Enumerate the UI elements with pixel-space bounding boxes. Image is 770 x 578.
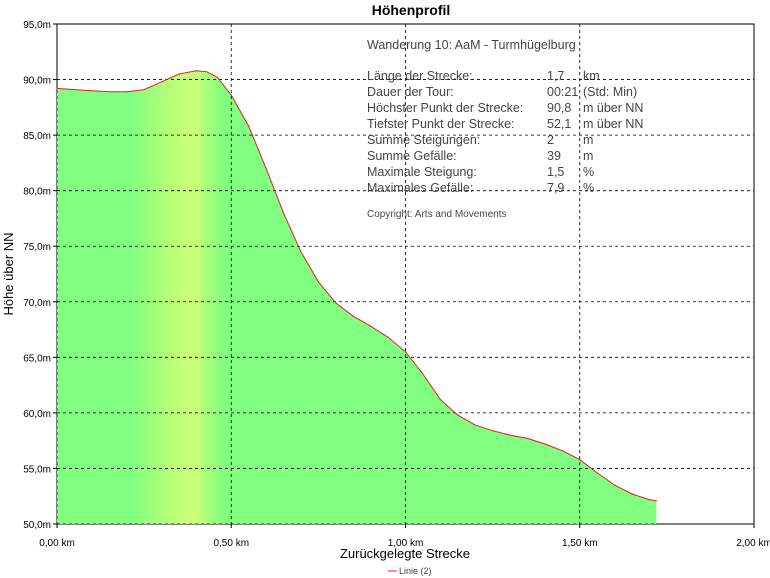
info-row: Höchster Punkt der Strecke: 90,8 m über NN [367,101,643,115]
x-tick-label: 1,50 km [562,538,598,549]
y-tick-label: 95,0m [23,20,51,31]
data-point [579,459,581,461]
data-point [248,125,250,127]
data-point [596,472,598,474]
y-tick-label: 85,0m [23,131,51,142]
data-point [300,251,302,253]
data-point [544,443,546,445]
info-row-unit: (Std: Min) [583,85,637,99]
info-row-unit: % [583,165,594,179]
data-point [282,212,285,214]
y-tick-label: 65,0m [23,353,51,364]
data-point [648,499,651,501]
info-row: Maximales Gefälle: 7,9% [367,181,594,195]
data-point [526,437,529,439]
data-point [335,302,337,304]
data-point [655,500,658,502]
info-row-label: Maximales Gefälle: [367,181,473,195]
chart-title: Höhenprofil [372,2,451,18]
series-points [56,70,658,502]
data-point [265,167,267,169]
info-row-value: 1,7 [547,69,564,83]
y-tick-label: 75,0m [23,242,51,253]
data-point [216,76,218,78]
data-point [178,73,180,75]
data-point [631,493,633,495]
data-point [56,87,58,89]
info-row-unit: m über NN [583,101,643,115]
info-row-unit: km [583,69,600,83]
x-tick-label: 0,50 km [213,538,249,549]
info-row: Tiefster Punkt der Strecke: 52,1 m über NN [367,117,643,131]
data-point [317,281,319,283]
info-row-value: 52,1 [547,117,571,131]
data-point [91,90,93,92]
x-tick-label: 0,00 km [39,538,75,549]
data-point [370,325,372,327]
info-row-unit: m [583,133,593,147]
y-axis-label: Höhe über NN [1,232,16,315]
info-row-label: Summe Steigungen: [367,133,480,147]
x-axis-ticks: 0,00 km 0,50 km 1,00 km 1,50 km 2,00 km [39,524,770,549]
data-point [161,81,163,83]
x-axis-label: Zurückgelegte Strecke [340,546,470,561]
data-point [143,89,145,91]
y-tick-label: 90,0m [23,76,51,87]
y-tick-label: 60,0m [23,409,51,420]
elevation-area [57,70,657,524]
info-box: Wanderung 10: AaM - Turmhügelburg Länge … [367,38,643,220]
y-axis-ticks: 50,0m 55,0m 60,0m 65,0m 70,0m 75,0m 80,0m 85,0m… [23,20,57,531]
legend: Linie (2) [388,566,432,576]
y-tick-label: 70,0m [23,298,51,309]
data-point [474,424,476,426]
data-point [439,399,441,401]
info-row-label: Tiefster Punkt der Strecke: [367,117,515,131]
info-row-label: Länge der Strecke: [367,69,473,83]
data-point [206,71,208,73]
x-tick-label: 2,00 km [736,538,770,549]
data-point [126,91,128,93]
y-tick-label: 55,0m [23,464,51,475]
info-row-value: 7,9 [547,181,564,195]
info-row-label: Dauer der Tour: [367,85,454,99]
info-copyright: Copyright: Arts and Movements [367,209,507,220]
y-tick-label: 80,0m [23,187,51,198]
data-point [614,484,616,486]
data-point [352,315,354,317]
data-point [422,373,424,375]
data-point [509,434,511,436]
info-rows: Länge der Strecke: 1,7 km Dauer der Tour: 00… [367,69,643,195]
info-row-unit: m über NN [583,117,643,131]
info-row-label: Summe Gefälle: [367,149,457,163]
data-point [457,414,459,416]
info-row-value: 2 [547,133,554,147]
data-point [561,450,563,452]
info-row-label: Höchster Punkt der Strecke: [367,101,523,115]
data-point [492,430,494,432]
data-point [195,70,197,72]
info-row: Summe Gefälle: 39 m [367,149,593,163]
info-row: Dauer der Tour: 00:21 (Std: Min) [367,85,637,99]
x-tick-label: 1,00 km [388,538,424,549]
info-row: Summe Steigungen: 2 m [367,133,593,147]
data-point [108,91,110,93]
info-row-value: 39 [547,149,561,163]
info-row-value: 1,5 [547,165,564,179]
info-row: Länge der Strecke: 1,7 km [367,69,600,83]
info-row: Maximale Steigung: 1,5% [367,165,594,179]
info-row-value: 90,8 [547,101,571,115]
data-point [404,351,407,353]
plot-area: 50,0m 55,0m 60,0m 65,0m 70,0m 75,0m 80,0m 85,0m… [23,20,770,549]
info-row-label: Maximale Steigung: [367,165,477,179]
data-point [230,94,232,96]
info-row-unit: % [583,181,594,195]
data-point [387,336,389,338]
info-heading: Wanderung 10: AaM - Turmhügelburg [367,38,576,52]
info-row-value: 00:21 [547,85,578,99]
info-row-unit: m [583,149,593,163]
data-point [73,89,75,91]
y-tick-label: 50,0m [23,520,51,531]
legend-entry: Linie (2) [399,566,432,576]
